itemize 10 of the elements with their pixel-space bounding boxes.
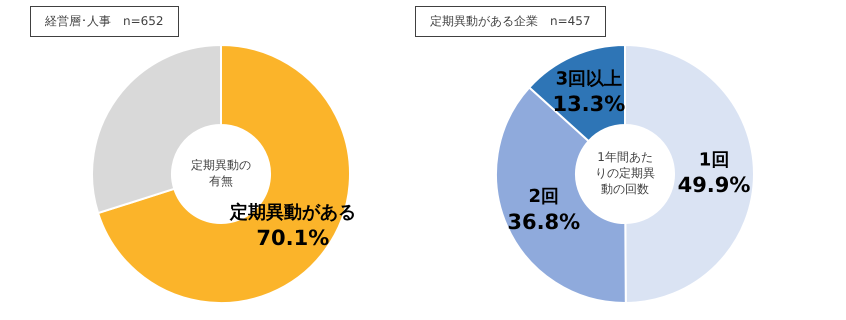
slice-label: 3回以上 [556, 68, 622, 90]
data-label: 70.1% [256, 226, 330, 250]
data-label: 36.8% [507, 210, 580, 234]
text: 1年間あたりの定期異動の回数 [595, 150, 655, 196]
slice-label: 1回 [698, 149, 730, 170]
chart-title: 定期異動がある企業 n=457 [415, 6, 606, 37]
chart-title: 経営層･人事 n=652 [30, 6, 179, 37]
data-label: 49.9% [678, 173, 750, 198]
text: 定期異動の有無 [191, 158, 251, 188]
slice-label: 2回 [528, 186, 560, 208]
